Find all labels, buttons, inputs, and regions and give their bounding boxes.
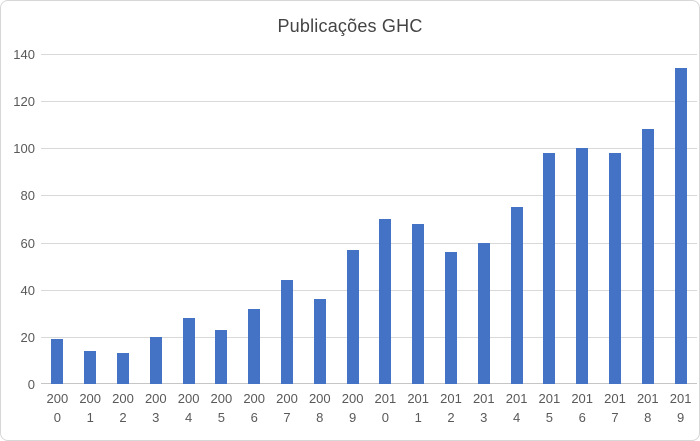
gridline [41, 336, 697, 338]
gridline [41, 195, 697, 197]
x-axis-category-label: 201 9 [669, 391, 692, 425]
x-axis: 200 0 200 1 200 2 200 3 200 4 200 5 200 6 200 7… [41, 389, 697, 429]
bar-2018 [641, 129, 654, 384]
y-axis: 0 20 40 60 80 100 120 140 [1, 1, 35, 440]
x-axis-category-label: 201 4 [505, 391, 528, 425]
x-axis-category-label: 201 7 [604, 391, 626, 425]
gridline [41, 148, 697, 150]
y-axis-tick-label: 140 [13, 47, 35, 62]
y-axis-tick-label: 60 [20, 235, 35, 251]
x-axis-category-label: 201 5 [538, 391, 561, 425]
bar-2000 [51, 339, 64, 384]
y-axis-tick-label: 80 [20, 188, 35, 204]
bar-2017 [609, 153, 621, 384]
y-axis-tick-label: 100 [13, 141, 35, 157]
plot-area [41, 54, 697, 384]
bar-2012 [445, 252, 457, 384]
x-axis-category-label: 200 0 [46, 391, 69, 425]
x-axis-category-label: 200 4 [177, 391, 200, 425]
gridline [41, 289, 697, 291]
bar-2008 [313, 299, 326, 384]
bar-2016 [576, 148, 589, 384]
gridline [41, 101, 697, 103]
y-axis-tick-label: 120 [13, 94, 35, 110]
x-axis-category-label: 200 6 [243, 391, 266, 425]
bar-2015 [543, 153, 556, 384]
x-axis-category-label: 201 3 [472, 391, 495, 425]
bar-2009 [346, 249, 359, 384]
bar-2001 [84, 351, 97, 384]
y-axis-tick-label: 0 [27, 377, 35, 392]
bar-2011 [412, 223, 425, 384]
x-axis-category-label: 200 5 [210, 391, 233, 425]
y-axis-tick-label: 20 [20, 329, 35, 345]
x-axis-category-label: 200 7 [276, 391, 298, 425]
bar-2006 [248, 308, 261, 384]
gridline [41, 242, 697, 244]
x-axis-category-label: 201 6 [571, 391, 594, 425]
gridline [41, 54, 697, 55]
x-axis-category-label: 200 8 [308, 391, 331, 425]
bar-2019 [674, 68, 687, 384]
x-axis-line [41, 383, 697, 384]
chart-title: Publicações GHC [277, 16, 423, 36]
bar-2005 [215, 329, 228, 384]
bar-2007 [281, 280, 293, 384]
bar-2003 [149, 336, 162, 384]
y-axis-tick-label: 40 [20, 282, 35, 298]
x-axis-category-label: 200 3 [144, 391, 167, 425]
x-axis-category-label: 200 2 [112, 391, 134, 425]
x-axis-category-label: 200 1 [79, 391, 102, 425]
x-axis-category-label: 201 0 [374, 391, 397, 425]
bar-2013 [477, 242, 490, 384]
x-axis-category-label: 201 2 [440, 391, 462, 425]
x-axis-category-label: 201 1 [407, 391, 430, 425]
bar-2004 [182, 318, 195, 384]
x-axis-category-label: 200 9 [341, 391, 364, 425]
bar-2002 [117, 353, 129, 384]
bar-2010 [379, 219, 392, 384]
bar-2014 [510, 207, 523, 384]
x-axis-category-label: 201 8 [636, 391, 659, 425]
